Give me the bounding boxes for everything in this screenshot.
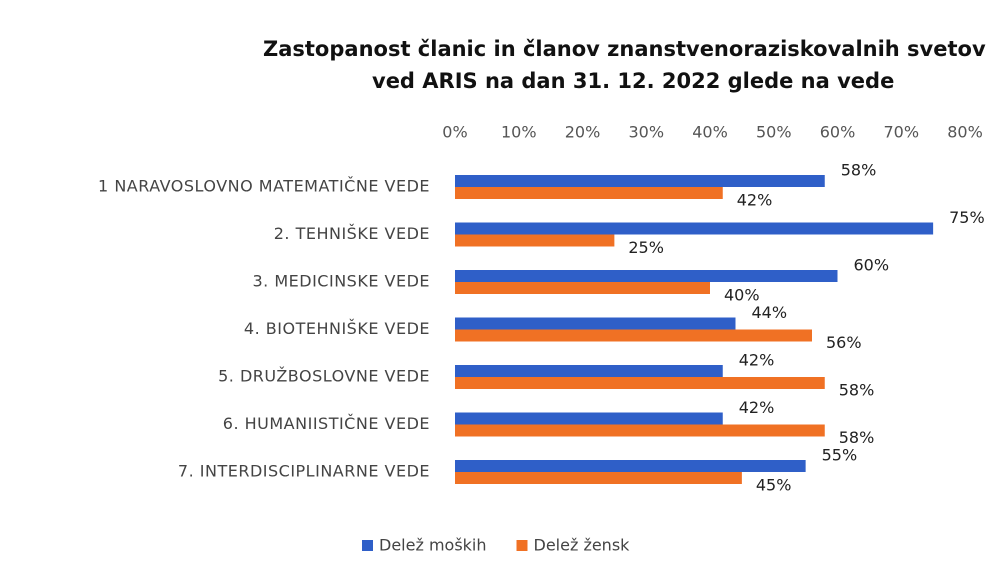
bar xyxy=(455,282,710,294)
x-tick-label: 40% xyxy=(692,123,728,142)
bar xyxy=(455,460,806,472)
data-label: 75% xyxy=(949,208,985,227)
data-label: 60% xyxy=(854,256,890,275)
data-label: 58% xyxy=(841,161,877,180)
bar xyxy=(455,222,934,235)
bar xyxy=(455,377,825,389)
data-label: 40% xyxy=(724,286,760,305)
x-tick-label: 80% xyxy=(947,123,983,142)
bar xyxy=(455,329,812,342)
x-tick-label: 0% xyxy=(442,123,467,142)
legend-swatch xyxy=(516,540,528,551)
bar xyxy=(455,472,742,484)
data-label: 45% xyxy=(756,476,792,495)
category-label: 1 NARAVOSLOVNO MATEMATIČNE VEDE xyxy=(98,177,430,196)
data-label: 44% xyxy=(752,303,788,322)
bar xyxy=(455,365,723,377)
bar xyxy=(455,317,736,330)
x-tick-label: 10% xyxy=(501,123,537,142)
data-label: 58% xyxy=(839,428,875,447)
category-label: 2. TEHNIŠKE VEDE xyxy=(274,224,430,243)
chart-title: Zastopanost članic in članov znanstvenor… xyxy=(263,37,986,61)
category-label: 6. HUMANIISTIČNE VEDE xyxy=(223,414,430,433)
data-label: 58% xyxy=(839,381,875,400)
category-label: 5. DRUŽBOSLOVNE VEDE xyxy=(218,367,430,386)
bar xyxy=(455,187,723,199)
bar xyxy=(455,270,838,282)
bar xyxy=(455,424,825,437)
data-label: 42% xyxy=(739,398,775,417)
category-label: 4. BIOTEHNIŠKE VEDE xyxy=(244,319,430,338)
category-label: 3. MEDICINSKE VEDE xyxy=(253,272,431,291)
x-tick-label: 20% xyxy=(565,123,601,142)
legend-swatch xyxy=(362,540,373,551)
chart-title: ved ARIS na dan 31. 12. 2022 glede na ve… xyxy=(372,69,894,93)
legend-label: Delež moških xyxy=(379,536,487,555)
legend-label: Delež žensk xyxy=(534,536,631,555)
x-tick-label: 70% xyxy=(883,123,919,142)
bar xyxy=(455,175,825,187)
data-label: 56% xyxy=(826,333,862,352)
x-tick-label: 30% xyxy=(628,123,664,142)
bar xyxy=(455,234,615,247)
data-label: 25% xyxy=(628,238,664,257)
bar xyxy=(455,412,723,425)
category-label: 7. INTERDISCIPLINARNE VEDE xyxy=(178,462,430,481)
data-label: 42% xyxy=(739,351,775,370)
data-label: 55% xyxy=(822,446,858,465)
x-tick-label: 50% xyxy=(756,123,792,142)
x-tick-label: 60% xyxy=(820,123,856,142)
data-label: 42% xyxy=(737,191,773,210)
